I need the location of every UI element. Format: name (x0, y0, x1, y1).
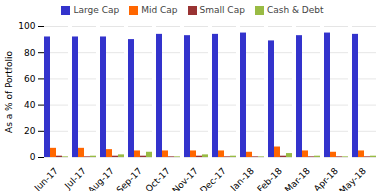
svg-text:Dec-17: Dec-17 (198, 166, 228, 191)
svg-text:20: 20 (24, 126, 36, 136)
html-text:Cash & Debt: Cash & Debt (266, 5, 324, 15)
svg-text:Mar-18: Mar-18 (283, 166, 312, 191)
svg-text:Jun-17: Jun-17 (32, 166, 60, 191)
svg-text:Feb-18: Feb-18 (255, 166, 284, 191)
html-text:Large Cap: Large Cap (73, 5, 120, 15)
svg-text:Nov-17: Nov-17 (170, 166, 200, 191)
svg-text:Jul-17: Jul-17 (62, 166, 88, 191)
svg-text:60: 60 (24, 74, 36, 84)
svg-text:Sep-17: Sep-17 (114, 166, 143, 191)
svg-text:May-18: May-18 (337, 166, 368, 191)
svg-text:80: 80 (24, 48, 36, 58)
svg-text:100: 100 (18, 21, 35, 31)
svg-text:0: 0 (30, 152, 36, 162)
html-text:Mid Cap: Mid Cap (141, 5, 178, 15)
svg-text:40: 40 (24, 100, 36, 110)
svg-text:Aug-17: Aug-17 (86, 166, 116, 191)
svg-text:As a % of Portfolio: As a % of Portfolio (4, 50, 14, 133)
svg-text:Oct-17: Oct-17 (143, 166, 171, 191)
svg-text:Apr-18: Apr-18 (312, 166, 340, 191)
svg-text:Jan-18: Jan-18 (228, 166, 256, 191)
html-text:Small Cap: Small Cap (199, 5, 245, 15)
